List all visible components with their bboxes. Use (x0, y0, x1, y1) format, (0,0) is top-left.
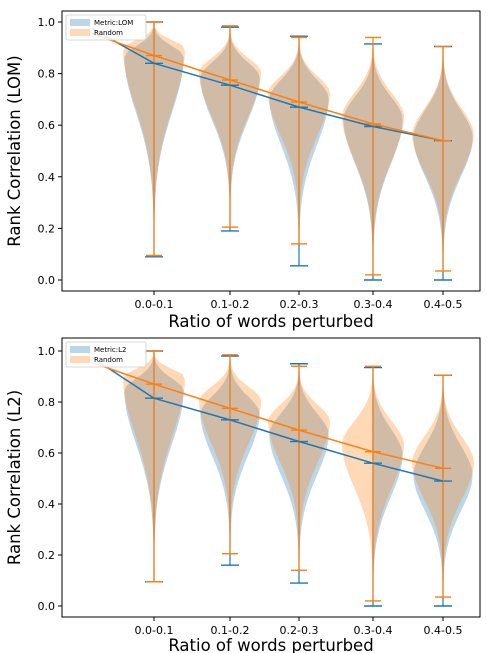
random-median-line (91, 361, 444, 470)
y-tick-label: 0.4 (38, 498, 56, 511)
x-tick-label: 0.1-0.2 (211, 624, 250, 637)
x-tick-label: 0.3-0.4 (354, 624, 393, 637)
y-tick-label: 0.4 (38, 171, 56, 184)
y-tick-label: 0.8 (38, 68, 56, 81)
y-tick-label: 0.8 (38, 396, 56, 409)
bottom-violin-panel: 0.0 0.2 0.4 0.6 0.8 1.0 0.0-0.1 0.1-0.2 0.2-0.3 0… (5, 337, 481, 653)
x-tick-label: 0.1-0.2 (211, 298, 250, 311)
legend-label: Random (94, 29, 123, 37)
x-tick-label: 0.3-0.4 (354, 298, 393, 311)
x-axis-label: Ratio of words perturbed (168, 312, 373, 331)
metric-median-line (91, 356, 444, 482)
legend-swatch (70, 19, 90, 26)
y-tick-label: 0.2 (38, 549, 56, 562)
metric-median-line (91, 27, 444, 142)
y-tick-label: 0.0 (38, 274, 56, 287)
x-tick-label: 0.4-0.5 (424, 298, 463, 311)
legend-box (65, 14, 147, 41)
x-tick-label: 0.0-0.1 (135, 624, 174, 637)
plot-frame (61, 10, 481, 292)
y-axis-label: Rank Correlation (LOM) (5, 55, 24, 246)
x-tick-label: 0.2-0.3 (280, 624, 319, 637)
y-tick-label: 0.2 (38, 222, 56, 235)
legend-swatch (70, 29, 90, 36)
x-tick-label: 0.2-0.3 (280, 298, 319, 311)
y-tick-label: 1.0 (38, 16, 56, 29)
legend-swatch (70, 356, 90, 363)
legend-label: Metric:LOM (94, 19, 133, 27)
plot-frame (61, 337, 481, 618)
legend-swatch (70, 346, 90, 353)
x-tick-label: 0.0-0.1 (135, 298, 174, 311)
y-tick-label: 0.6 (38, 447, 56, 460)
legend-label: Random (94, 356, 123, 364)
legend-label: Metric:L2 (94, 346, 126, 354)
y-tick-label: 0.0 (38, 600, 56, 613)
y-tick-label: 1.0 (38, 345, 56, 358)
random-median-line (91, 32, 444, 142)
y-axis-label: Rank Correlation (L2) (5, 390, 24, 565)
metric-violin-body (373, 373, 403, 606)
x-tick-label: 0.4-0.5 (424, 624, 463, 637)
top-violin-panel: 0.0 0.2 0.4 0.6 0.8 1.0 0.0-0.1 0.1-0.2 0.2-0.3 0… (5, 10, 481, 331)
x-axis-label: Ratio of words perturbed (168, 636, 373, 653)
y-tick-label: 0.6 (38, 119, 56, 132)
legend-box (65, 341, 147, 368)
